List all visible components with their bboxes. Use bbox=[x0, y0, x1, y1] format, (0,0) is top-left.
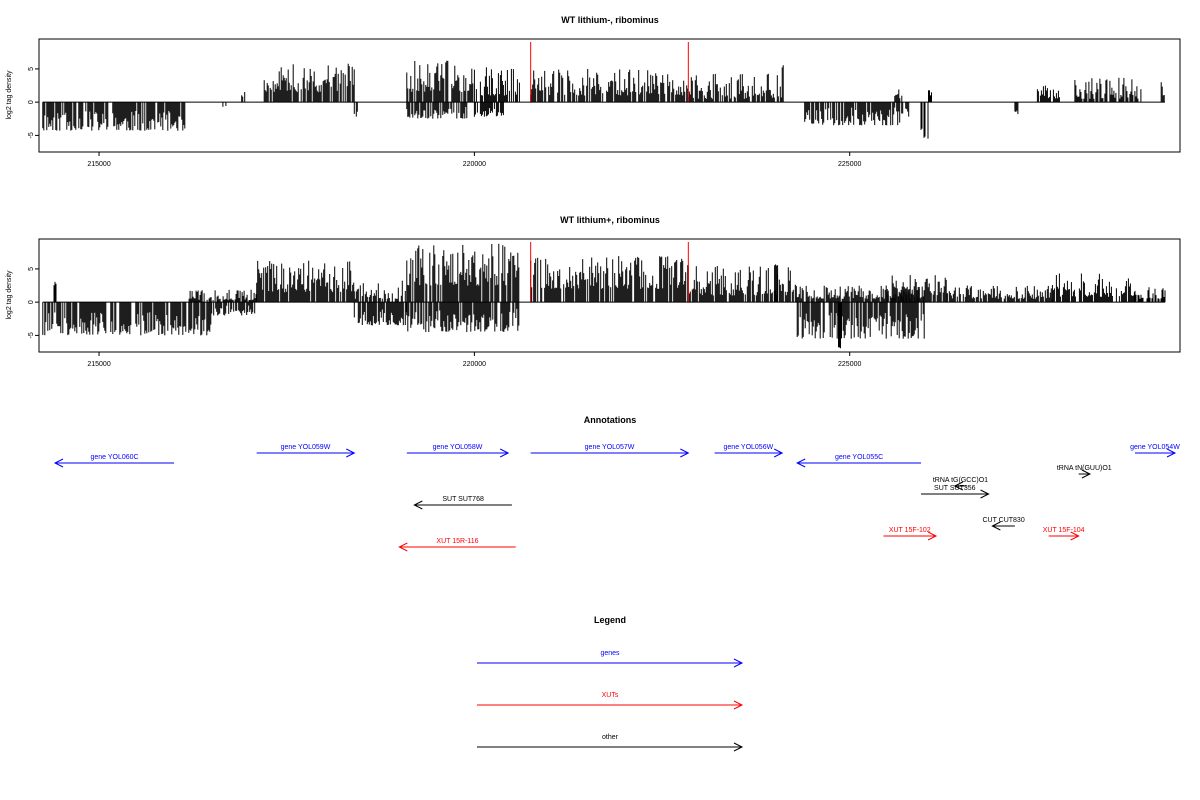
annotation-label: tRNA tN(GUU)O1 bbox=[1057, 465, 1112, 472]
y-tick-label: -5 bbox=[28, 332, 35, 338]
annotation-label: gene YOL055C bbox=[835, 454, 883, 461]
x-tick-label: 220000 bbox=[463, 361, 486, 368]
annotation-label: gene YOL057W bbox=[585, 444, 635, 451]
legend: Legend genes XUTs other bbox=[477, 615, 744, 752]
y-axis: -5 0 5 bbox=[28, 267, 39, 338]
coverage-bars bbox=[42, 243, 1166, 349]
y-tick-label: 0 bbox=[28, 300, 35, 304]
annotation-label: CUT CUT830 bbox=[982, 517, 1024, 524]
annotation-label: XUT 15F-102 bbox=[889, 527, 931, 534]
y-tick-label: 0 bbox=[28, 100, 35, 104]
x-axis: 215000 220000 225000 bbox=[87, 152, 861, 168]
panel-title: WT lithium+, ribominus bbox=[560, 215, 660, 225]
x-tick-label: 225000 bbox=[838, 361, 861, 368]
y-tick-label: 5 bbox=[28, 267, 35, 271]
annotation-arrow-head bbox=[991, 521, 1001, 531]
annotation-arrow-head bbox=[680, 448, 690, 458]
annotation-arrow-head bbox=[1081, 469, 1092, 479]
annotation-arrow-head bbox=[1166, 448, 1177, 458]
annotation-label: XUT 15F-104 bbox=[1043, 527, 1085, 534]
annotation-label: gene YOL059W bbox=[281, 444, 331, 451]
annotation-label: SUT SUT768 bbox=[442, 496, 484, 503]
y-tick-label: -5 bbox=[28, 132, 35, 138]
annotation-arrow-head bbox=[980, 489, 990, 499]
annotation-label: gene YOL058W bbox=[433, 444, 483, 451]
x-tick-label: 215000 bbox=[87, 161, 110, 168]
annotation-arrow-head bbox=[499, 448, 510, 458]
annotations-title: Annotations bbox=[584, 415, 637, 425]
legend-arrow-head bbox=[733, 658, 744, 668]
annotation-label: gene YOL056W bbox=[724, 444, 774, 451]
annotation-label: gene YOL060C bbox=[90, 454, 138, 461]
y-tick-label: 5 bbox=[28, 67, 35, 71]
y-axis-label: log2 tag density bbox=[6, 270, 13, 320]
legend-items: genes XUTs other bbox=[477, 650, 744, 752]
legend-arrow-head bbox=[733, 700, 744, 710]
legend-arrow-head bbox=[733, 742, 744, 752]
panel-title: WT lithium-, ribominus bbox=[561, 15, 659, 25]
legend-title: Legend bbox=[594, 615, 626, 625]
x-tick-label: 225000 bbox=[838, 161, 861, 168]
legend-label: XUTs bbox=[602, 692, 619, 699]
annotation-arrow-head bbox=[796, 458, 806, 468]
x-tick-label: 215000 bbox=[87, 361, 110, 368]
annotation-arrow-head bbox=[1070, 531, 1080, 541]
annotation-arrow-head bbox=[773, 448, 784, 458]
y-axis: -5 0 5 bbox=[28, 67, 39, 138]
annotation-label: SUT SUT356 bbox=[934, 485, 976, 492]
annotation-label: XUT 15R-116 bbox=[436, 538, 478, 545]
y-axis-label: log2 tag density bbox=[6, 70, 13, 120]
feature-boundary-markers bbox=[530, 42, 689, 103]
annotation-arrow-head bbox=[346, 448, 356, 458]
annotation-arrow-head bbox=[413, 500, 423, 510]
plot-frame bbox=[38, 238, 1181, 353]
legend-label: genes bbox=[600, 650, 620, 657]
annotation-label: tRNA tG(GCC)O1 bbox=[933, 477, 988, 484]
x-tick-label: 220000 bbox=[463, 161, 486, 168]
annotation-arrow-head bbox=[953, 481, 964, 491]
annotation-features: gene YOL060C gene YOL059W gene YOL058W gene… bbox=[53, 444, 1180, 552]
annotation-label: gene YOL054W bbox=[1130, 444, 1180, 451]
x-axis: 215000 220000 225000 bbox=[87, 352, 861, 368]
coverage-bars bbox=[42, 60, 1165, 139]
track-panel-lithium-plus: WT lithium+, ribominus log2 tag density … bbox=[6, 215, 1181, 368]
annotation-arrow-head bbox=[927, 531, 938, 541]
feature-boundary-markers bbox=[530, 242, 689, 303]
annotation-arrow-head bbox=[53, 458, 64, 468]
annotation-arrow-head bbox=[398, 542, 408, 552]
plot-frame bbox=[38, 38, 1181, 153]
track-panel-lithium-minus: WT lithium-, ribominus log2 tag density … bbox=[6, 15, 1181, 168]
legend-label: other bbox=[602, 734, 619, 741]
